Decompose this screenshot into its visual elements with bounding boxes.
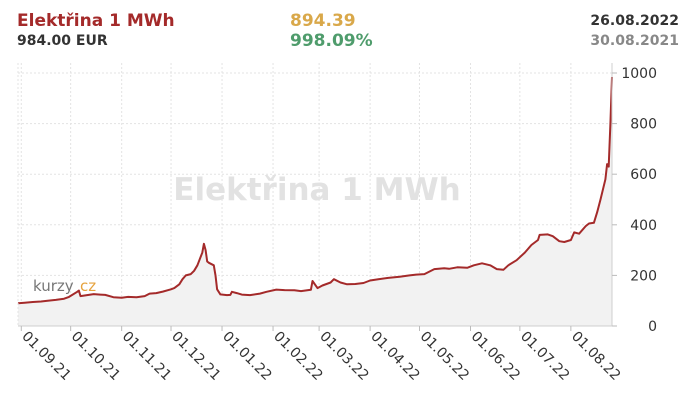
y-tick-label: 800 (630, 117, 657, 133)
x-tick-label: 01.09.21 (18, 329, 73, 384)
x-tick-label: 01.07.22 (517, 329, 572, 384)
logo-text-cz: cz (80, 277, 96, 295)
logo-text-kurzy: kurzy (33, 277, 74, 295)
y-tick-label: 0 (648, 319, 657, 335)
x-tick-label: 01.05.22 (417, 329, 472, 384)
chart-watermark: Elektřina 1 MWh (173, 172, 460, 208)
x-tick-label: 01.10.21 (68, 329, 123, 384)
end-date: 26.08.2022 (590, 13, 679, 29)
x-tick-label: 01.08.22 (568, 329, 623, 384)
x-tick-label: 01.11.21 (119, 329, 174, 384)
x-tick-label: 01.04.22 (367, 329, 422, 384)
percent-change: 998.09% (290, 31, 373, 51)
start-date: 30.08.2021 (590, 33, 679, 49)
y-tick-label: 200 (630, 268, 657, 284)
x-tick-label: 01.01.22 (219, 329, 274, 384)
plot-frame (17, 63, 613, 327)
x-axis-ticks: 01.09.2101.10.2101.11.2101.12.2101.01.22… (18, 326, 623, 384)
y-axis-ticks: 0 200 400 600 800 1000 (612, 66, 657, 335)
x-tick-label: 01.12.21 (168, 329, 223, 384)
series-area-fill (18, 77, 612, 326)
y-tick-label: 600 (630, 167, 657, 183)
y-tick-label: 400 (630, 218, 657, 234)
x-tick-label: 01.06.22 (468, 329, 523, 384)
series-line (17, 76, 613, 305)
current-price: 984.00 EUR (17, 33, 108, 49)
instrument-title: Elektřina 1 MWh (17, 11, 175, 31)
absolute-change: 894.39 (290, 11, 356, 31)
y-tick-label: 1000 (621, 66, 657, 82)
grid-lines (18, 63, 612, 326)
kurzy-logo: kurzy cz (33, 277, 96, 295)
x-tick-label: 01.03.22 (316, 329, 371, 384)
x-tick-label: 01.02.22 (270, 329, 325, 384)
